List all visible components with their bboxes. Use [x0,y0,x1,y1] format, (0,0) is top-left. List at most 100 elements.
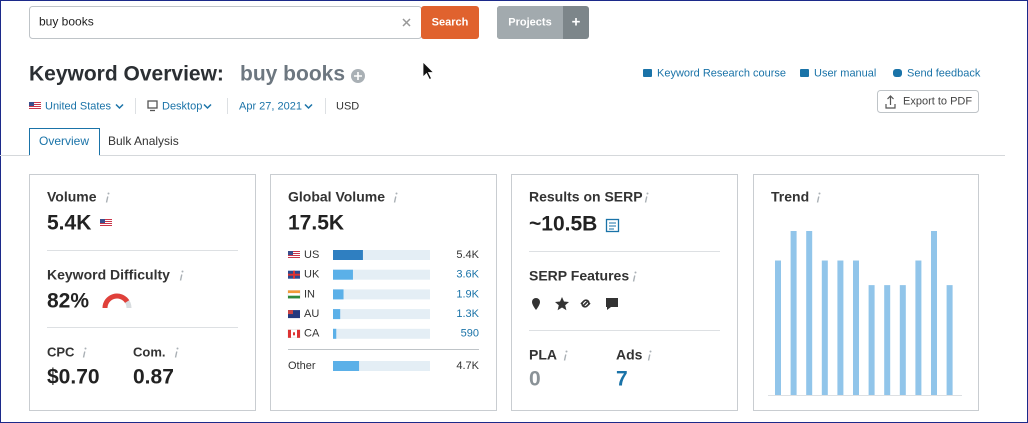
chevron [304,103,313,110]
metric-value[interactable]: 7 [616,368,628,391]
metric-label: Com. [133,344,166,359]
bar [333,250,363,260]
trend-bar [853,260,859,395]
info-icon-stem [179,274,183,281]
flag-stripe [29,105,41,106]
export-icon [885,95,896,109]
header-link[interactable]: User manual [814,67,876,79]
country-volume[interactable]: 590 [461,328,479,340]
trend-bar [837,260,844,395]
search-query: buy books [39,15,94,29]
bar [333,361,360,371]
metric-label: CPC [47,344,75,359]
bar-track [333,309,430,320]
tab[interactable]: Overview [39,134,89,148]
serp-icon [605,218,620,233]
filter: USD [336,100,359,112]
header-link[interactable]: Keyword Research course [657,67,786,79]
info-icon-stem [816,196,820,203]
bar-track [333,328,430,339]
country-code: AU [304,308,319,320]
bar-track [333,250,430,260]
country-volume: 4.7K [456,360,479,372]
info-icon-stem [105,196,109,203]
info-icon-stem [82,351,86,358]
trend-bar [931,231,937,395]
info-icon-stem [393,196,397,203]
card [511,174,738,411]
trend-bar [806,231,813,395]
projects-main[interactable] [497,6,563,39]
country-code: CA [304,328,320,340]
serp-icon-lines [609,222,616,230]
flag-canton [100,219,105,223]
metric-label: Volume [47,189,97,205]
info-icon-stem [174,351,178,358]
tab[interactable]: Bulk Analysis [108,134,179,148]
chevron [115,103,124,110]
info-icon-stem [644,196,648,203]
country-code: IN [304,288,315,300]
flag-stripe [29,107,41,108]
filter[interactable]: Desktop [162,100,202,112]
flag-band [288,329,291,338]
page-title: Keyword Overview: [29,63,224,86]
link-icon [893,69,902,77]
review-icon [555,297,569,311]
bar [333,289,344,300]
bar [333,309,341,320]
flag-canton [288,251,293,255]
serp-feature-icons [532,297,618,311]
country-volume[interactable]: 1.3K [456,308,479,320]
desktop-icon [147,100,158,109]
metric-value: 17.5K [288,212,344,235]
metric-label: Keyword Difficulty [47,267,170,283]
metric-label: SERP Features [529,268,629,284]
flag-band [297,329,300,338]
country-volume: 5.4K [456,249,479,261]
flag-stripe [288,252,300,253]
page-keyword: buy books [240,63,345,86]
trend-bar [915,260,922,395]
metric-value: 0 [529,368,541,391]
sitelinks-icon [580,299,591,308]
info-icon-stem [563,354,567,361]
metric-label: Trend [771,189,809,205]
metric-value: 5.4K [47,212,91,235]
export-label[interactable]: Export to PDF [903,95,972,107]
trend-bar [899,285,906,395]
export-button[interactable] [877,90,979,113]
clear-icon[interactable] [402,18,411,27]
country-volume[interactable]: 1.9K [456,288,479,300]
search-button-label[interactable]: Search [432,16,469,28]
flag-stripe [100,220,112,221]
country-code: US [304,249,319,261]
trend-bar [868,285,875,395]
flag-stripe [100,226,112,227]
metric-value: ~10.5B [529,213,597,236]
projects-label[interactable]: Projects [508,16,551,28]
flag-stripe [288,258,300,259]
flag-canton [29,102,34,106]
flag-cross [288,273,300,276]
card [29,174,256,411]
link-icon [643,69,652,77]
metric-label: Global Volume [288,189,385,205]
filter[interactable]: Apr 27, 2021 [239,100,302,112]
chevron [203,103,212,110]
projects-add[interactable]: + [572,13,581,30]
metric-value: $0.70 [47,366,100,389]
bar-track [333,289,430,300]
header-link[interactable]: Send feedback [907,67,981,79]
filter[interactable]: United States [45,100,112,112]
country-volume[interactable]: 3.6K [456,269,479,281]
faq-icon [606,298,618,310]
flag-stripe [100,222,112,223]
search-button[interactable] [421,6,479,39]
bar [333,328,337,339]
flag-stripe [288,254,300,255]
metric-label: Results on SERP [529,189,643,205]
trend-bar [790,231,797,395]
info-icon-dot [107,192,110,195]
